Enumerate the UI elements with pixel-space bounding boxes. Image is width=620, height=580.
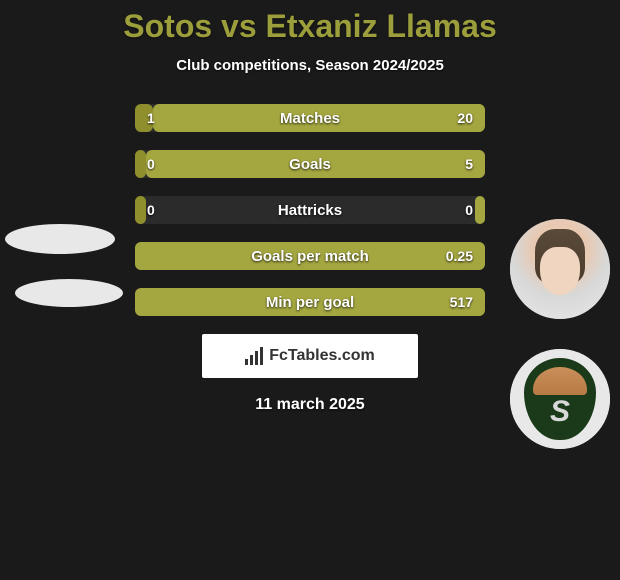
brand-box[interactable]: FcTables.com xyxy=(202,334,418,378)
stats-area: S 1Matches200Goals50Hattricks0Goals per … xyxy=(0,104,620,334)
brand-label: FcTables.com xyxy=(269,347,375,365)
stat-value-right: 20 xyxy=(457,110,473,126)
stat-row: 0 Hattricks 0 xyxy=(135,196,485,224)
stat-label: Hattricks xyxy=(278,202,342,219)
stat-value-right: 517 xyxy=(450,294,473,310)
stat-row: Min per goal 517 xyxy=(135,288,485,316)
page-title: Sotos vs Etxaniz Llamas xyxy=(0,8,620,45)
stat-value-right: 0 xyxy=(465,202,473,218)
player-left-placeholder-2 xyxy=(15,279,123,307)
bar-left xyxy=(135,150,146,178)
stat-value-left: 0 xyxy=(147,156,155,172)
stat-row: Goals per match 0.25 xyxy=(135,242,485,270)
stat-value-right: 0.25 xyxy=(446,248,473,264)
stat-row: 0 Goals 5 xyxy=(135,150,485,178)
stat-label: Goals xyxy=(289,156,331,173)
club-right-badge: S xyxy=(510,349,610,449)
stat-label: Goals per match xyxy=(251,248,369,265)
stat-label: Matches xyxy=(280,110,340,127)
stat-row: 1 Matches 20 xyxy=(135,104,485,132)
club-badge-icon: S xyxy=(510,349,610,449)
stat-value-left: 1 xyxy=(147,110,155,126)
stat-value-right: 5 xyxy=(465,156,473,172)
player-face-icon xyxy=(510,219,610,319)
subtitle: Club competitions, Season 2024/2025 xyxy=(0,57,620,74)
stat-label: Min per goal xyxy=(266,294,354,311)
bar-left xyxy=(135,196,146,224)
chart-icon xyxy=(245,347,263,365)
bar-right xyxy=(475,196,486,224)
stat-value-left: 0 xyxy=(147,202,155,218)
player-left-placeholder-1 xyxy=(5,224,115,254)
player-right-avatar xyxy=(510,219,610,319)
